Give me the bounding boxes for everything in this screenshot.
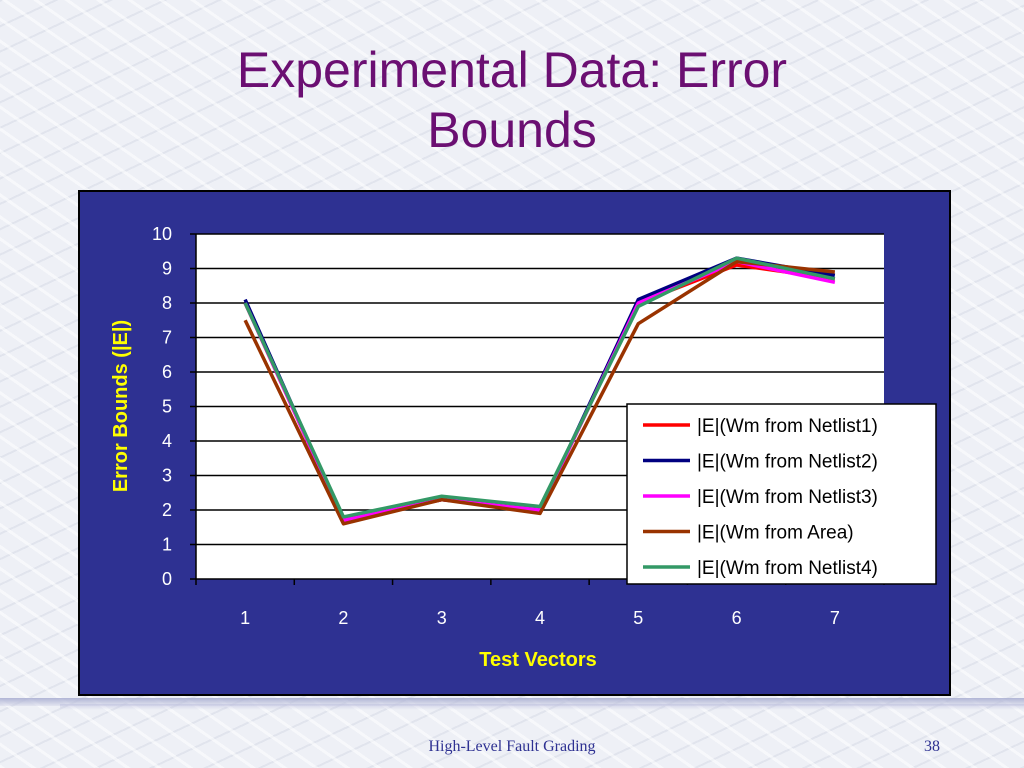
y-tick-label: 7 (162, 328, 172, 348)
y-tick-label: 4 (162, 431, 172, 451)
y-tick-label: 3 (162, 466, 172, 486)
slide-title: Experimental Data: Error Bounds (100, 40, 924, 160)
y-tick-label: 8 (162, 293, 172, 313)
legend-label: |E|(Wm from Netlist2) (697, 452, 878, 473)
series-line-4 (243, 259, 836, 526)
x-tick-label: 1 (240, 608, 250, 628)
slide-title-line1: Experimental Data: Error (236, 42, 788, 98)
y-axis-ticks: 0 1 2 3 4 5 6 7 8 9 10 (152, 224, 196, 589)
x-tick-label: 2 (338, 608, 348, 628)
x-axis-ticks: 1 2 3 4 5 6 7 (195, 579, 885, 628)
legend-label: |E|(Wm from Netlist4) (697, 558, 878, 579)
y-tick-label: 2 (162, 500, 172, 520)
slide-underline (0, 698, 1024, 706)
y-tick-label: 10 (152, 224, 172, 244)
slide-footer: High-Level Fault Grading (428, 738, 596, 755)
legend-box (626, 403, 937, 585)
y-tick-label: 6 (162, 362, 172, 382)
x-tick-label: 4 (535, 608, 545, 628)
y-tick-label: 0 (162, 569, 172, 589)
legend-label: |E|(Wm from Area) (697, 523, 854, 544)
slide-title-line2: Bounds (427, 102, 597, 158)
x-tick-label: 7 (830, 608, 840, 628)
page-number: 38 (924, 738, 940, 755)
x-tick-label: 3 (437, 608, 447, 628)
series-line-5 (243, 256, 836, 519)
x-tick-label: 6 (732, 608, 742, 628)
x-axis-title: Test Vectors (479, 649, 596, 671)
slide-underline-shadow (60, 704, 1024, 710)
y-tick-label: 9 (162, 259, 172, 279)
y-tick-label: 1 (162, 535, 172, 555)
x-tick-label: 5 (633, 608, 643, 628)
legend-label: |E|(Wm from Netlist1) (697, 416, 878, 437)
series-lines (243, 256, 836, 526)
chart-legend: |E|(Wm from Netlist1) |E|(Wm from Netlist… (626, 403, 937, 585)
legend-label: |E|(Wm from Netlist3) (697, 487, 878, 508)
y-tick-label: 5 (162, 397, 172, 417)
y-axis-title: Error Bounds (|E|) (110, 320, 132, 492)
